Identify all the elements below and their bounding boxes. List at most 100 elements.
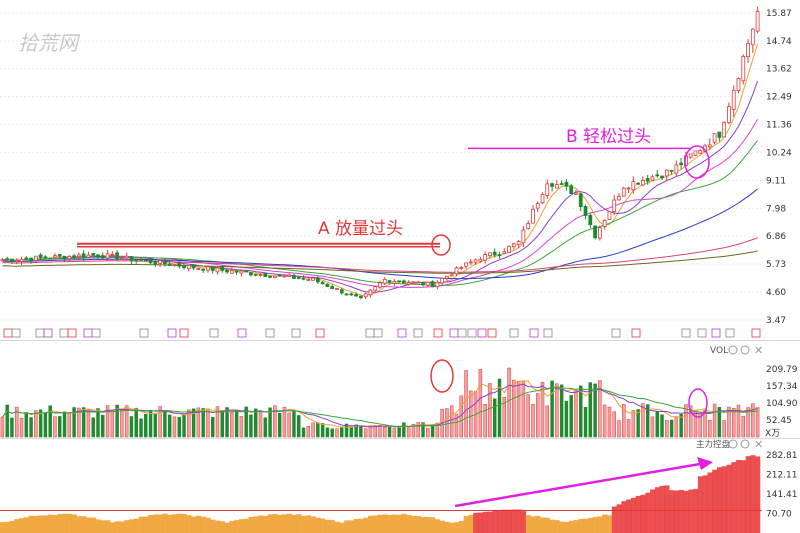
- candle: [746, 39, 750, 63]
- candle: [636, 181, 640, 185]
- main-force-bar: [148, 515, 154, 533]
- candle-body: [315, 277, 320, 283]
- volume-bar: [282, 406, 287, 438]
- main-force-bar: [143, 516, 149, 533]
- volume-bar: [335, 428, 339, 438]
- candle: [339, 287, 344, 295]
- settings-icon[interactable]: [728, 345, 738, 355]
- volume-bar: [564, 400, 569, 438]
- volume-bar: [531, 404, 535, 438]
- candle-body: [239, 270, 244, 274]
- main-force-bar: [616, 504, 622, 533]
- candle: [234, 270, 239, 275]
- main-force-bar: [587, 517, 594, 533]
- main-force-bar: [47, 514, 53, 533]
- main-force-bar: [521, 511, 527, 533]
- main-force-bar: [262, 515, 268, 533]
- volume-tick-label: 52.45: [766, 416, 792, 426]
- main-force-bar: [650, 489, 656, 533]
- expand-icon[interactable]: [740, 439, 750, 449]
- main-force-bar: [635, 495, 641, 533]
- settings-icon[interactable]: [728, 439, 738, 449]
- main-force-bar: [71, 514, 77, 533]
- event-marker: [67, 328, 77, 338]
- volume-bar: [72, 407, 76, 438]
- candle: [258, 273, 263, 277]
- candle-body: [483, 254, 488, 261]
- volume-bar: [602, 404, 607, 438]
- main-force-bar: [348, 520, 355, 533]
- volume-bar: [383, 427, 387, 438]
- main-force-bar: [344, 520, 350, 533]
- candle-body: [660, 175, 664, 179]
- volume-bar: [81, 407, 86, 438]
- event-marker: [477, 328, 487, 338]
- candle-body: [392, 281, 397, 284]
- volume-bar: [636, 409, 640, 438]
- candle: [631, 176, 636, 194]
- candle: [287, 272, 292, 277]
- main-force-bar: [205, 517, 211, 533]
- candle: [110, 251, 115, 257]
- candle: [617, 193, 621, 201]
- price-tick-label: 5.73: [766, 260, 786, 270]
- volume-bar: [502, 397, 507, 438]
- candle-body: [583, 206, 588, 216]
- candle: [191, 263, 196, 270]
- candle: [387, 279, 392, 283]
- volume-bar: [641, 403, 645, 438]
- close-icon[interactable]: ✕: [754, 438, 763, 451]
- candle: [129, 256, 134, 265]
- volume-bar: [588, 382, 593, 438]
- main-force-bar: [229, 520, 235, 533]
- main-force-bar: [382, 514, 388, 533]
- main-force-bar: [568, 520, 574, 533]
- candle: [531, 205, 535, 224]
- candle: [516, 240, 521, 249]
- candle: [100, 252, 105, 259]
- candle: [440, 277, 445, 286]
- volume-bar: [559, 384, 564, 438]
- volume-bar: [359, 425, 363, 438]
- candle-body: [722, 122, 727, 138]
- close-icon[interactable]: ✕: [754, 344, 763, 357]
- candle: [0, 257, 5, 262]
- candle: [569, 183, 574, 195]
- candle: [153, 260, 158, 267]
- main-force-bar: [721, 466, 727, 533]
- candle: [134, 258, 139, 264]
- main-force-tick-label: 212.11: [766, 470, 798, 480]
- volume-bar: [96, 408, 100, 438]
- main-force-bar: [678, 489, 684, 533]
- candle: [641, 176, 645, 187]
- candle: [621, 186, 626, 197]
- main-force-bar: [224, 522, 230, 533]
- main-force-bar: [301, 515, 307, 533]
- price-tick-label: 10.24: [766, 148, 792, 158]
- main-force-bar: [554, 520, 560, 533]
- main-force-bar: [243, 518, 249, 533]
- expand-icon[interactable]: [740, 345, 750, 355]
- main-force-bar: [320, 518, 326, 533]
- candle: [91, 252, 96, 256]
- main-force-bar: [191, 516, 197, 533]
- candle-body: [540, 194, 545, 204]
- main-force-bar: [664, 485, 670, 533]
- main-force-bar: [334, 521, 340, 533]
- volume-bar: [239, 416, 244, 438]
- candle: [272, 275, 277, 279]
- main-force-bar: [740, 460, 746, 533]
- volume-bar: [230, 412, 234, 438]
- main-force-bar: [129, 519, 135, 533]
- main-force-bar: [377, 514, 383, 533]
- main-force-bar: [391, 514, 398, 533]
- candle: [292, 273, 296, 279]
- candle-body: [569, 185, 574, 194]
- volume-bar: [464, 370, 468, 438]
- candle: [239, 269, 244, 277]
- candle: [296, 275, 301, 280]
- candle-body: [0, 259, 5, 262]
- annotation-a-label: A 放量过头: [318, 219, 403, 239]
- event-marker: [725, 328, 735, 338]
- main-force-bar: [511, 509, 517, 533]
